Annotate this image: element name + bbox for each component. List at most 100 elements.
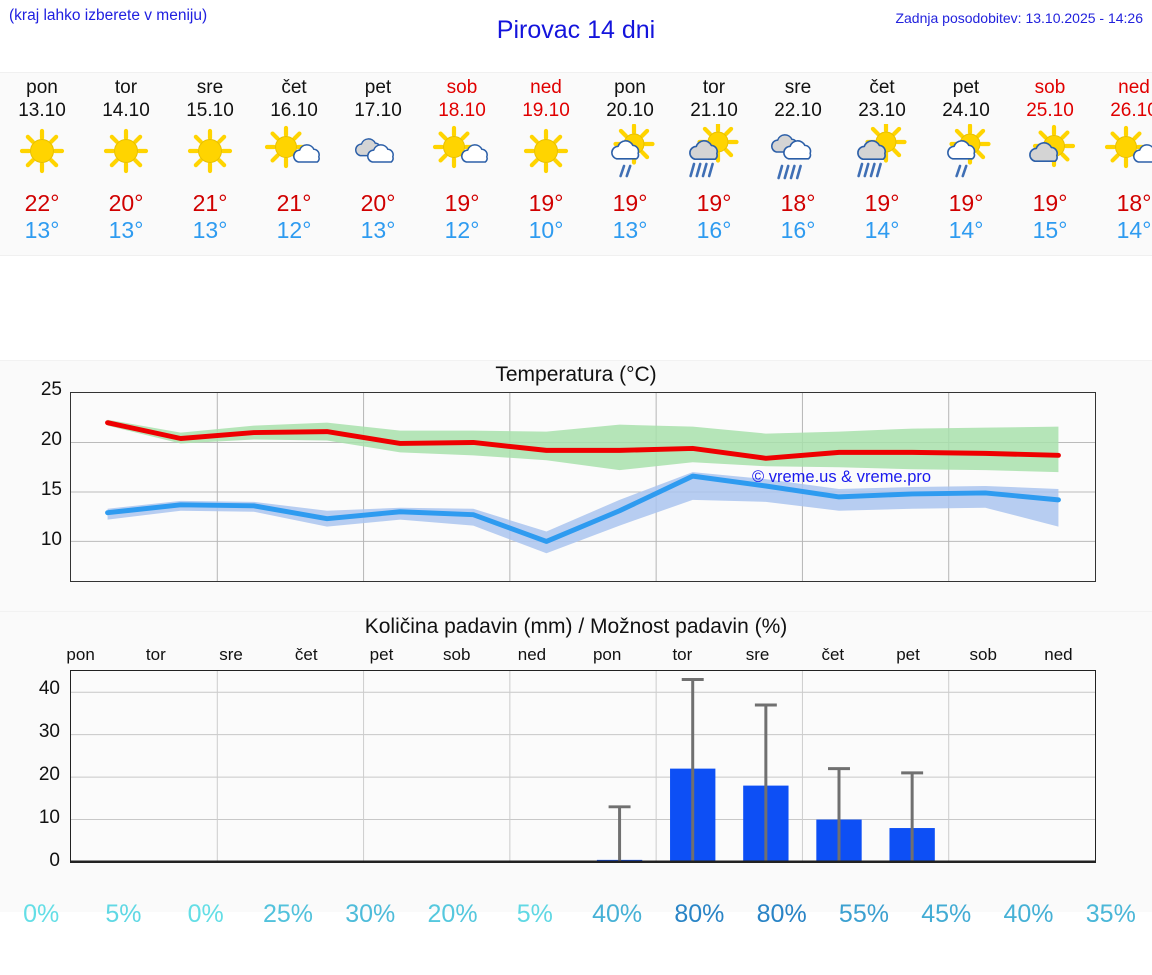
day-date: 16.10	[270, 100, 318, 121]
day-temp-max: 21°	[276, 190, 312, 216]
location-menu-hint[interactable]: (kraj lahko izberete v meniju)	[9, 7, 208, 24]
day-temp-min: 13°	[612, 217, 648, 243]
spacer	[0, 256, 1152, 360]
day-temp-max: 18°	[780, 190, 816, 216]
sun-cloud-rain-icon	[840, 124, 924, 180]
day-card[interactable]: sre 15.10 21° 13°	[168, 73, 252, 255]
day-card[interactable]: čet 23.10 19° 14°	[840, 73, 924, 255]
day-name: čet	[869, 77, 895, 98]
precipitation-chart-title: Količina padavin (mm) / Možnost padavin …	[364, 615, 788, 638]
precipitation-probability: 80%	[756, 900, 807, 928]
day-name: sre	[196, 77, 224, 98]
page-header: (kraj lahko izberete v meniju) Pirovac 1…	[0, 0, 1152, 72]
day-temp-max: 22°	[24, 190, 60, 216]
cloud-rain-icon	[756, 124, 840, 180]
cloudy-icon	[336, 124, 420, 180]
day-temp-max: 18°	[1116, 190, 1152, 216]
day-name: pet	[952, 77, 980, 98]
day-temp-min: 12°	[444, 217, 480, 243]
precipitation-day-label: čet	[821, 645, 845, 664]
day-temp-max: 19°	[444, 190, 480, 216]
precipitation-y-tick: 10	[38, 807, 60, 829]
day-temp-max: 20°	[108, 190, 144, 216]
day-name: čet	[281, 77, 307, 98]
day-name: pet	[364, 77, 392, 98]
day-name: pon	[614, 77, 646, 98]
sun-cloud-light-rain-icon	[924, 124, 1008, 180]
precipitation-probability: 55%	[838, 900, 889, 928]
day-date: 14.10	[102, 100, 150, 121]
sun-small-cloud-icon	[252, 124, 336, 180]
sunny-icon	[84, 124, 168, 180]
sun-cloud-rain-icon	[672, 124, 756, 180]
precipitation-day-labels: pon tor sre čet pet sob ned pon tor sre čet pet sob n…	[43, 645, 1096, 665]
day-temp-max: 19°	[696, 190, 732, 216]
day-date: 15.10	[186, 100, 234, 121]
precipitation-probability: 5%	[105, 900, 142, 928]
day-name: tor	[114, 77, 138, 98]
sunny-icon	[168, 124, 252, 180]
last-updated: Zadnja posodobitev: 13.10.2025 - 14:26	[895, 10, 1143, 26]
precipitation-day-label: čet	[294, 645, 318, 664]
day-name: sob	[1034, 77, 1066, 98]
precipitation-probability: 45%	[921, 900, 972, 928]
precipitation-day-label: tor	[145, 645, 166, 664]
day-temp-min: 10°	[528, 217, 564, 243]
day-temp-min: 14°	[1116, 217, 1152, 243]
day-temp-max: 19°	[612, 190, 648, 216]
precipitation-probability-row: 0% 5% 0% 25% 30% 20% 5% 40% 80% 80% 55% 45% 40% 35%	[0, 900, 1152, 929]
precipitation-y-tick: 0	[49, 850, 60, 871]
day-date: 26.10	[1110, 100, 1152, 121]
precipitation-day-label: pet	[896, 645, 920, 664]
day-name: sre	[784, 77, 812, 98]
day-card[interactable]: čet 16.10 21° 12°	[252, 73, 336, 255]
precipitation-day-label: ned	[1044, 645, 1073, 664]
precipitation-probability: 5%	[516, 900, 553, 928]
sun-behind-cloud-icon	[1008, 124, 1092, 180]
day-temp-min: 14°	[948, 217, 984, 243]
precipitation-day-label: pon	[66, 645, 95, 664]
day-card[interactable]: tor 21.10 19° 16°	[672, 73, 756, 255]
day-date: 18.10	[438, 100, 486, 121]
temperature-plot-area	[70, 392, 1096, 582]
day-date: 21.10	[690, 100, 738, 121]
day-name: sob	[446, 77, 478, 98]
day-card[interactable]: sob 18.10 19° 12°	[420, 73, 504, 255]
precipitation-probability: 0%	[23, 900, 60, 928]
precipitation-probability: 40%	[1003, 900, 1054, 928]
day-card[interactable]: tor 14.10 20° 13°	[84, 73, 168, 255]
day-temp-min: 14°	[864, 217, 900, 243]
day-temp-max: 19°	[528, 190, 564, 216]
temperature-y-tick: 20	[40, 429, 62, 450]
precipitation-day-label: sre	[219, 645, 243, 664]
day-card[interactable]: sre 22.10 18° 16°	[756, 73, 840, 255]
day-date: 17.10	[354, 100, 402, 121]
day-card[interactable]: pon 13.10 22° 13°	[0, 73, 84, 255]
precipitation-day-label: sob	[442, 645, 471, 664]
precipitation-chart-section: Količina padavin (mm) / Možnost padavin …	[0, 612, 1152, 912]
day-card[interactable]: ned 19.10 19° 10°	[504, 73, 588, 255]
day-card[interactable]: sob 25.10 19° 15°	[1008, 73, 1092, 255]
precipitation-day-label: ned	[517, 645, 547, 664]
day-temp-max: 21°	[192, 190, 228, 216]
day-card[interactable]: pon 20.10 19° 13°	[588, 73, 672, 255]
precipitation-day-label: sob	[969, 645, 997, 664]
day-temp-min: 13°	[192, 217, 228, 243]
day-temp-min: 13°	[24, 217, 60, 243]
day-temp-max: 20°	[360, 190, 396, 216]
watermark: © vreme.us & vreme.pro	[752, 468, 932, 486]
precipitation-y-tick: 40	[38, 678, 60, 700]
precipitation-y-tick: 30	[38, 721, 60, 743]
temperature-chart-section: Temperatura (°C) 10 15 20 25	[0, 360, 1152, 612]
precipitation-probability: 30%	[345, 900, 396, 928]
day-date: 22.10	[774, 100, 822, 121]
day-card[interactable]: pet 17.10 20° 13°	[336, 73, 420, 255]
sun-cloud-light-rain-icon	[588, 124, 672, 180]
day-card[interactable]: pet 24.10 19° 14°	[924, 73, 1008, 255]
day-date: 13.10	[18, 100, 66, 121]
day-temp-min: 12°	[276, 217, 312, 243]
day-temp-min: 13°	[108, 217, 144, 243]
day-name: ned	[1118, 77, 1150, 98]
page-title: Pirovac 14 dni	[496, 16, 656, 44]
